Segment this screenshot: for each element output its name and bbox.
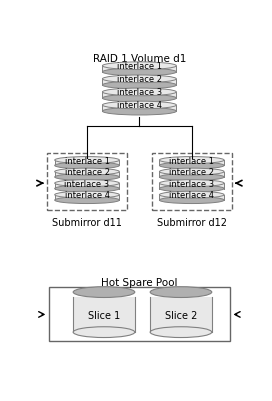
Ellipse shape bbox=[159, 180, 224, 187]
Ellipse shape bbox=[55, 180, 119, 187]
Text: Hot Spare Pool: Hot Spare Pool bbox=[101, 277, 178, 287]
Ellipse shape bbox=[55, 169, 119, 176]
Text: interlace 3: interlace 3 bbox=[64, 179, 110, 188]
Ellipse shape bbox=[55, 192, 119, 198]
Text: Slice 2: Slice 2 bbox=[165, 310, 197, 320]
Text: interlace 4: interlace 4 bbox=[169, 191, 214, 200]
Ellipse shape bbox=[150, 287, 212, 298]
Bar bbox=[55, 172, 119, 178]
Bar bbox=[159, 172, 224, 178]
Bar bbox=[73, 298, 135, 332]
Bar bbox=[103, 80, 176, 86]
Text: RAID 1 Volume d1: RAID 1 Volume d1 bbox=[93, 54, 186, 64]
Text: interlace 1: interlace 1 bbox=[117, 62, 162, 71]
Ellipse shape bbox=[159, 197, 224, 204]
Text: Slice 1: Slice 1 bbox=[88, 310, 120, 320]
Ellipse shape bbox=[55, 197, 119, 204]
Bar bbox=[103, 106, 176, 112]
Bar bbox=[103, 67, 176, 73]
Ellipse shape bbox=[159, 162, 224, 170]
Ellipse shape bbox=[103, 102, 176, 109]
Bar bbox=[159, 161, 224, 166]
Ellipse shape bbox=[73, 327, 135, 338]
Ellipse shape bbox=[103, 89, 176, 97]
Bar bbox=[159, 184, 224, 189]
Ellipse shape bbox=[103, 82, 176, 89]
Ellipse shape bbox=[103, 108, 176, 116]
Text: interlace 4: interlace 4 bbox=[64, 191, 110, 200]
Ellipse shape bbox=[55, 157, 119, 164]
Ellipse shape bbox=[103, 76, 176, 83]
Ellipse shape bbox=[55, 186, 119, 192]
Text: Submirror d12: Submirror d12 bbox=[157, 218, 227, 228]
Ellipse shape bbox=[103, 63, 176, 71]
Ellipse shape bbox=[103, 95, 176, 103]
Bar bbox=[103, 93, 176, 99]
Bar bbox=[55, 184, 119, 189]
Bar bbox=[55, 195, 119, 200]
Ellipse shape bbox=[159, 186, 224, 192]
Text: Submirror d11: Submirror d11 bbox=[52, 218, 122, 228]
Ellipse shape bbox=[159, 157, 224, 164]
Text: interlace 1: interlace 1 bbox=[64, 156, 110, 165]
Ellipse shape bbox=[103, 69, 176, 77]
Text: interlace 3: interlace 3 bbox=[117, 88, 162, 97]
Bar bbox=[55, 161, 119, 166]
Bar bbox=[150, 298, 212, 332]
Ellipse shape bbox=[55, 162, 119, 170]
Text: interlace 3: interlace 3 bbox=[169, 179, 214, 188]
Ellipse shape bbox=[159, 169, 224, 176]
Bar bbox=[152, 154, 232, 210]
Bar bbox=[47, 154, 127, 210]
Text: interlace 2: interlace 2 bbox=[169, 168, 214, 177]
Text: interlace 2: interlace 2 bbox=[117, 75, 162, 84]
Text: interlace 2: interlace 2 bbox=[64, 168, 110, 177]
Ellipse shape bbox=[159, 192, 224, 198]
Text: interlace 4: interlace 4 bbox=[117, 101, 162, 110]
Ellipse shape bbox=[55, 174, 119, 181]
Bar bbox=[48, 288, 230, 342]
Ellipse shape bbox=[150, 327, 212, 338]
Ellipse shape bbox=[73, 287, 135, 298]
Text: interlace 1: interlace 1 bbox=[169, 156, 214, 165]
Ellipse shape bbox=[159, 174, 224, 181]
Bar bbox=[159, 195, 224, 200]
